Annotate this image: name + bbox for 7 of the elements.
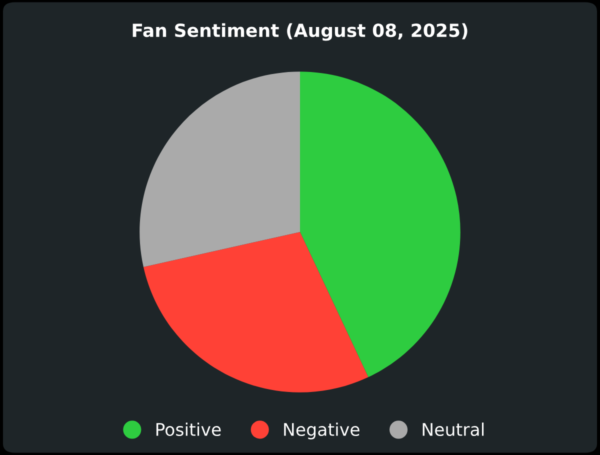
chart-title: Fan Sentiment (August 08, 2025) — [132, 23, 468, 41]
legend-label: Negative — [284, 422, 360, 440]
pie-slice — [300, 72, 460, 378]
legend-label: Neutral — [422, 422, 484, 436]
legend-label: Positive — [156, 422, 221, 436]
pie-slice — [143, 232, 368, 392]
pie-slice — [140, 72, 300, 267]
